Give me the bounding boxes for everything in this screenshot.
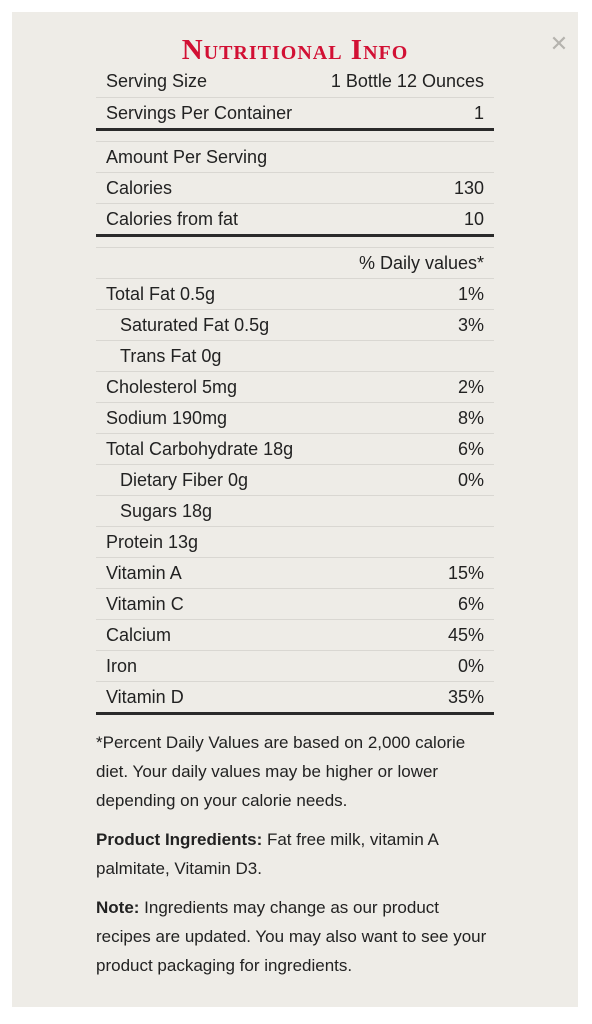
table-row: Protein 13g [96, 526, 494, 557]
table-row: Dietary Fiber 0g 0% [96, 464, 494, 495]
row-label: Sugars 18g [120, 500, 213, 521]
table-row: Vitamin A 15% [96, 557, 494, 588]
table-row: Calories from fat 10 [96, 203, 494, 234]
section-divider [96, 128, 494, 131]
table-row: Total Fat 0.5g 1% [96, 278, 494, 309]
table-row: Saturated Fat 0.5g 3% [96, 309, 494, 340]
row-label: Vitamin A [106, 562, 182, 583]
table-row: Trans Fat 0g [96, 340, 494, 371]
row-label: Protein 13g [106, 531, 199, 552]
table-row: Serving Size 1 Bottle 12 Ounces [96, 66, 494, 97]
row-label: Serving Size [106, 71, 208, 91]
row-label: Servings Per Container [106, 102, 293, 123]
row-label: Calories [106, 177, 173, 198]
table-row: Amount Per Serving [96, 141, 494, 172]
table-row: Calcium 45% [96, 619, 494, 650]
table-row: Calories 130 [96, 172, 494, 203]
row-label: Saturated Fat 0.5g [120, 314, 270, 335]
row-value: 45% [447, 624, 484, 645]
close-icon[interactable]: ✕ [549, 32, 569, 57]
row-value: 6% [457, 593, 484, 614]
nutrition-footer: *Percent Daily Values are based on 2,000… [96, 728, 496, 990]
section-divider [96, 712, 494, 715]
modal-title: Nutritional Info [181, 34, 409, 66]
note: Note: Ingredients may change as our prod… [96, 893, 496, 980]
row-label: Vitamin C [106, 593, 184, 614]
row-label: Total Carbohydrate 18g [106, 438, 294, 459]
row-label: Sodium 190mg [106, 407, 228, 428]
section-divider [96, 234, 494, 237]
row-label: Calcium [106, 624, 172, 645]
table-row: Cholesterol 5mg 2% [96, 371, 494, 402]
table-row: Iron 0% [96, 650, 494, 681]
ingredients-label: Product Ingredients: [96, 830, 263, 849]
table-row: Servings Per Container 1 [96, 97, 494, 128]
nutrition-table: Serving Size 1 Bottle 12 Ounces Servings… [96, 66, 494, 715]
row-value: 35% [447, 686, 484, 707]
table-row: Total Carbohydrate 18g 6% [96, 433, 494, 464]
row-value: 10 [463, 208, 484, 229]
row-value: 1 [473, 102, 484, 123]
row-value: 1% [457, 283, 484, 304]
row-label: Dietary Fiber 0g [120, 469, 249, 490]
ingredients-text: Fat free milk, vitamin A palmitate, Vita… [96, 830, 438, 878]
daily-values-label: % Daily values* [358, 252, 484, 273]
row-value: 1 Bottle 12 Ounces [330, 71, 484, 91]
row-label: Amount Per Serving [106, 146, 268, 167]
row-value: 3% [457, 314, 484, 335]
row-value: 130 [453, 177, 484, 198]
table-row: Sodium 190mg 8% [96, 402, 494, 433]
nutrition-modal: Nutritional Info ✕ Serving Size 1 Bottle… [12, 12, 578, 1007]
row-value: 6% [457, 438, 484, 459]
row-label: Total Fat 0.5g [106, 283, 216, 304]
row-value: 0% [457, 469, 484, 490]
row-value: 15% [447, 562, 484, 583]
row-label: Calories from fat [106, 208, 239, 229]
row-label: Trans Fat 0g [120, 345, 222, 366]
table-row: Vitamin C 6% [96, 588, 494, 619]
note-label: Note: [96, 898, 140, 917]
daily-values-header: % Daily values* [96, 247, 494, 278]
row-label: Vitamin D [106, 686, 184, 707]
row-label: Iron [106, 655, 138, 676]
footnote: *Percent Daily Values are based on 2,000… [96, 733, 466, 810]
table-row: Vitamin D 35% [96, 681, 494, 712]
table-row: Sugars 18g [96, 495, 494, 526]
row-value: 2% [457, 376, 484, 397]
note-text: Ingredients may change as our product re… [96, 898, 487, 975]
ingredients: Product Ingredients: Fat free milk, vita… [96, 825, 496, 883]
row-value: 0% [457, 655, 484, 676]
row-value: 8% [457, 407, 484, 428]
row-label: Cholesterol 5mg [106, 376, 238, 397]
